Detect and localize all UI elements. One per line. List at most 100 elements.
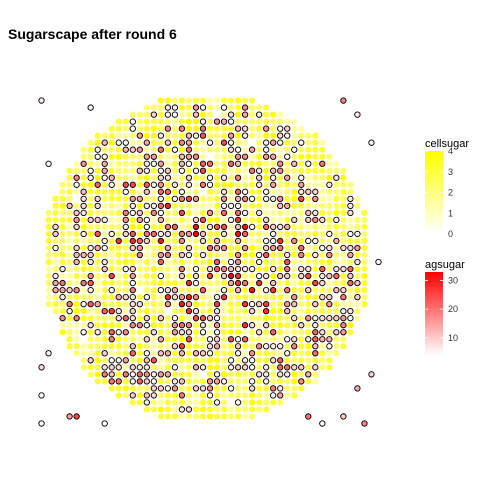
agent-point (234, 146, 242, 153)
agent-point (263, 188, 270, 195)
cell-point (312, 202, 319, 209)
agent-point (312, 300, 319, 308)
agent-point (80, 202, 87, 210)
agent-point (263, 139, 270, 146)
cell-point (80, 216, 87, 223)
cell-point (59, 237, 66, 245)
cell-point (185, 378, 193, 385)
agent-point (227, 357, 235, 364)
cellsugar-layer (45, 97, 368, 420)
cell-point (178, 223, 186, 231)
agent-point (59, 286, 66, 294)
cell-point (171, 174, 178, 181)
agent-point (291, 336, 298, 343)
agent-point (164, 286, 172, 294)
cell-point (354, 223, 361, 231)
cell-point (59, 209, 66, 216)
cell-point (199, 209, 207, 216)
agent-point (248, 385, 256, 392)
cell-point (199, 294, 207, 301)
cell-point (234, 104, 242, 111)
cell-point (129, 223, 136, 231)
cell-point (94, 350, 101, 357)
agent-point (227, 216, 235, 224)
cell-point (220, 258, 228, 266)
cell-point (157, 153, 164, 160)
cell-point (94, 322, 101, 329)
agent-point (213, 258, 221, 266)
agent-point (220, 230, 228, 238)
cell-point (185, 202, 193, 209)
agent-point (178, 350, 186, 357)
cell-point (333, 209, 340, 216)
agent-point (171, 293, 179, 301)
cell-point (298, 237, 305, 245)
cell-point (256, 336, 263, 343)
cell-point (361, 216, 368, 223)
cell-point (199, 139, 207, 146)
agent-point (73, 223, 80, 231)
cell-point (164, 279, 171, 287)
cell-point (242, 343, 249, 350)
agent-point (263, 146, 270, 153)
cell-point (242, 399, 249, 406)
agent-point (277, 223, 284, 231)
cell-point (171, 406, 178, 413)
cell-point (178, 315, 186, 322)
agent-point (115, 315, 122, 322)
cell-point (263, 132, 270, 139)
cell-point (263, 230, 270, 238)
legend-tick-label: 4 (448, 146, 453, 156)
cell-point (185, 343, 193, 350)
cell-point (45, 223, 52, 231)
agent-point (80, 160, 87, 167)
cell-point (66, 272, 73, 280)
cell-point (101, 223, 108, 231)
agent-point (157, 202, 165, 210)
cell-point (178, 385, 186, 392)
cell-point (108, 315, 115, 322)
legend-tick-label: 3 (448, 167, 453, 177)
agent-point (284, 350, 291, 357)
cell-point (242, 287, 249, 294)
cell-point (143, 209, 150, 216)
cell-point (213, 202, 221, 209)
cell-point (206, 322, 214, 329)
agent-point (129, 195, 136, 202)
cell-point (122, 251, 129, 259)
agent-point (143, 293, 150, 301)
cell-point (59, 329, 66, 336)
cell-point (73, 279, 80, 287)
agent-point (368, 139, 375, 146)
cell-point (263, 336, 270, 343)
cell-point (129, 251, 136, 259)
agent-point (157, 258, 165, 266)
agent-point (354, 230, 361, 238)
cell-point (277, 258, 284, 266)
cell-point (340, 343, 347, 350)
agent-point (157, 350, 165, 357)
cell-point (270, 308, 277, 315)
agent-point (129, 237, 136, 245)
agent-point (157, 237, 165, 245)
agent-point (199, 251, 207, 259)
agent-point (220, 265, 228, 273)
agent-point (270, 167, 277, 174)
cell-point (284, 315, 291, 322)
cell-point (361, 223, 368, 231)
cell-point (150, 251, 157, 259)
cell-point (185, 223, 193, 231)
cell-point (87, 195, 94, 202)
cell-point (150, 350, 157, 357)
cell-point (185, 118, 193, 125)
cell-point (213, 251, 221, 259)
agent-point (73, 315, 80, 322)
cell-point (326, 357, 333, 364)
cell-point (45, 209, 52, 216)
cell-point (213, 139, 221, 146)
agent-point (66, 286, 73, 294)
cell-point (347, 223, 354, 231)
cell-point (45, 301, 52, 308)
cell-point (115, 272, 122, 280)
agent-point (157, 195, 165, 202)
